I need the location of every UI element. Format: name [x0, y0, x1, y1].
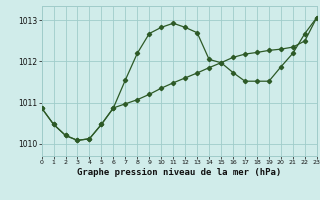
X-axis label: Graphe pression niveau de la mer (hPa): Graphe pression niveau de la mer (hPa)	[77, 168, 281, 177]
